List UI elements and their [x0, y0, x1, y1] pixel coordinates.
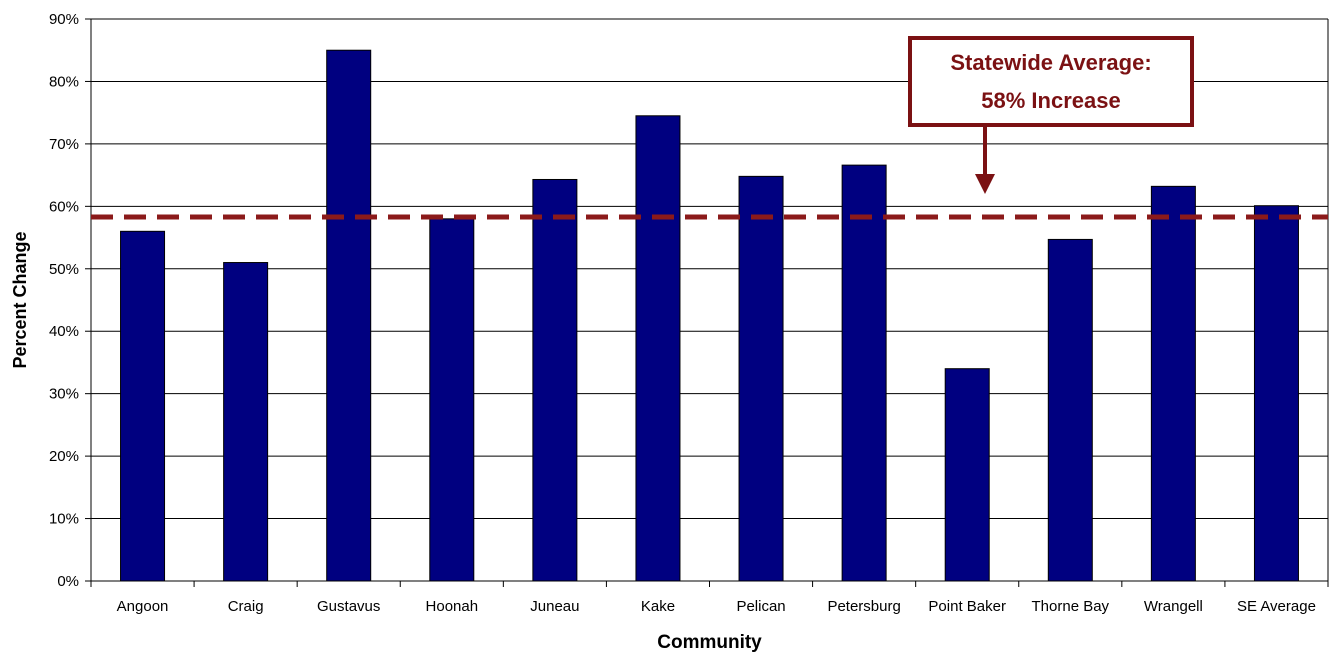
x-tick-label: Craig [228, 598, 264, 615]
bar-angoon [120, 230, 166, 582]
y-tick-label: 70% [49, 136, 79, 153]
x-axis-title: Community [657, 632, 762, 653]
annotation-line-2: 58% Increase [981, 88, 1120, 113]
bar-kake [635, 115, 681, 582]
bar-hoonah [429, 218, 475, 582]
bar-gustavus [326, 49, 372, 582]
x-tick-label: Thorne Bay [1032, 598, 1110, 615]
x-tick-label: Hoonah [426, 598, 479, 615]
annotation-arrowhead [975, 174, 995, 194]
y-tick-label: 20% [49, 448, 79, 465]
x-tick-label: Juneau [530, 598, 579, 615]
y-tick-label: 60% [49, 198, 79, 215]
bar-pelican [738, 175, 784, 582]
bar-se-average [1253, 205, 1299, 582]
annotation-line-1: Statewide Average: [950, 50, 1151, 75]
y-axis-title: Percent Change [10, 231, 30, 368]
y-tick-label: 50% [49, 261, 79, 278]
x-tick-label: Pelican [736, 598, 785, 615]
y-tick-label: 40% [49, 323, 79, 340]
y-tick-label: 10% [49, 511, 79, 528]
annotation-group: Statewide Average: 58% Increase [908, 36, 1194, 194]
bar-craig [223, 262, 269, 582]
x-tick-label: Gustavus [317, 598, 380, 615]
bar-juneau [532, 178, 578, 582]
x-tick-label: Wrangell [1144, 598, 1203, 615]
x-tick-label: Point Baker [928, 598, 1006, 615]
y-tick-label: 80% [49, 73, 79, 90]
bar-wrangell [1150, 185, 1196, 582]
bars [120, 49, 1299, 582]
bar-point-baker [944, 368, 990, 582]
x-tick-label: Angoon [117, 598, 169, 615]
axes: 0% 10% 20% 30% 40% 50% 60% 70% 80% 90% Angoon Craig… [49, 11, 1329, 615]
gridlines [91, 18, 1328, 520]
y-tick-label: 0% [57, 573, 79, 590]
bar-petersburg [841, 164, 887, 582]
annotation-box [908, 36, 1194, 127]
x-tick-label: Petersburg [827, 598, 900, 615]
bar-thorne-bay [1047, 238, 1093, 582]
y-tick-label: 30% [49, 386, 79, 403]
x-tick-label: SE Average [1237, 598, 1316, 615]
y-tick-label: 90% [49, 11, 79, 28]
x-tick-label: Kake [641, 598, 675, 615]
